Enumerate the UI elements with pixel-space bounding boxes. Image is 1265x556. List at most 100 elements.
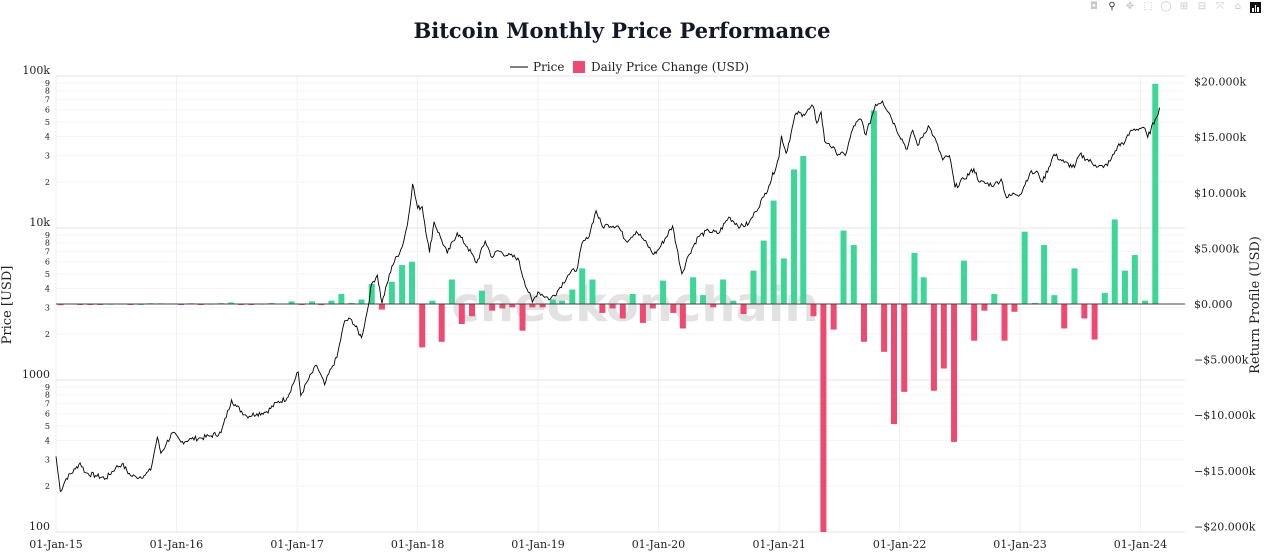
y-left-minor-label: 5: [45, 118, 50, 127]
bar-positive: [1131, 255, 1138, 304]
bar-positive: [870, 110, 877, 304]
bar-negative: [1091, 304, 1098, 340]
bar-negative: [881, 304, 888, 352]
pan-icon[interactable]: ✥: [1125, 1, 1135, 12]
bar-negative: [649, 304, 656, 309]
bar-negative: [951, 304, 958, 442]
bar-negative: [810, 304, 817, 317]
y-left-minor-label: 9: [45, 231, 50, 240]
bar-negative: [419, 304, 426, 348]
y-left-minor-label: 9: [45, 79, 50, 88]
y-left-minor-label: 8: [45, 391, 50, 400]
bar-positive: [559, 300, 566, 304]
bar-negative: [820, 304, 827, 532]
bar-positive: [338, 293, 345, 304]
bar-positive: [760, 240, 767, 304]
zoom-icon[interactable]: ⚲: [1108, 1, 1116, 12]
y-left-minor-label: 5: [45, 270, 50, 279]
bar-positive: [699, 295, 706, 304]
y-left-minor-label: 2: [45, 178, 50, 187]
bar-series: [57, 83, 1159, 532]
autoscale-icon[interactable]: ⤧: [1216, 1, 1224, 12]
box-select-icon[interactable]: ⬚: [1143, 1, 1153, 12]
y-left-minor-label: 6: [45, 258, 50, 267]
plotly-logo-icon[interactable]: [1250, 1, 1261, 13]
bar-negative: [489, 304, 496, 311]
y-left-minor-label: 7: [45, 248, 50, 257]
bar-positive: [629, 293, 636, 304]
y-left-minor-label: 2: [45, 330, 50, 339]
bar-positive: [780, 258, 787, 304]
bar-positive: [911, 252, 918, 304]
bar-positive: [408, 261, 415, 304]
y-left-minor-label: 4: [45, 284, 50, 293]
bar-positive: [478, 290, 485, 304]
bar-positive: [399, 265, 406, 304]
y-left-minor-label: 8: [45, 87, 50, 96]
zoom-out-icon[interactable]: ⊟: [1197, 1, 1207, 12]
x-tick-label: 01-Jan-24: [1114, 538, 1167, 551]
bar-positive: [309, 301, 316, 304]
bar-positive: [1101, 292, 1108, 304]
x-tick-label: 01-Jan-23: [993, 538, 1046, 551]
bar-positive: [991, 293, 998, 304]
x-axis: 01-Jan-15 01-Jan-16 01-Jan-17 01-Jan-18 01-J…: [29, 538, 1167, 551]
right-y-axis: $20.000k $15.000k $10.000k $5.000k $0.000 −$5…: [1194, 76, 1256, 534]
x-tick-label: 01-Jan-18: [391, 538, 444, 551]
x-tick-label: 01-Jan-15: [29, 538, 82, 551]
y-left-minor-label: 4: [45, 132, 50, 141]
x-tick-label: 01-Jan-21: [752, 538, 805, 551]
reset-axes-icon[interactable]: ⌂: [1234, 1, 1242, 12]
bar-positive: [348, 302, 355, 304]
bar-negative: [860, 304, 867, 342]
bar-positive: [840, 230, 847, 304]
camera-icon[interactable]: ◘: [1090, 1, 1098, 12]
legend-bars-label: Daily Price Change (USD): [591, 60, 749, 74]
legend-price-label: Price: [533, 60, 564, 74]
bar-negative: [1011, 304, 1018, 312]
bar-positive: [1111, 219, 1118, 304]
bar-negative: [529, 304, 536, 308]
y-right-tick-label: −$10.000k: [1194, 409, 1256, 422]
bar-positive: [1152, 83, 1159, 304]
y-left-tick-label: 1000: [22, 368, 50, 381]
y-right-tick-label: $0.000: [1194, 298, 1233, 311]
bar-negative: [378, 304, 385, 310]
bar-negative: [740, 304, 747, 315]
x-tick-label: 01-Jan-22: [873, 538, 926, 551]
bar-negative: [940, 304, 947, 369]
zoom-in-icon[interactable]: ⊞: [1179, 1, 1189, 12]
bar-negative: [971, 304, 978, 341]
bar-negative: [499, 304, 506, 309]
x-tick-label: 01-Jan-17: [270, 538, 323, 551]
y-left-tick-label: 100: [29, 520, 50, 533]
bar-negative: [901, 304, 908, 392]
y-right-tick-label: $20.000k: [1194, 76, 1246, 89]
y-left-minor-label: 7: [45, 400, 50, 409]
bar-positive: [358, 299, 365, 304]
legend[interactable]: Price Daily Price Change (USD): [510, 60, 749, 74]
y-left-minor-label: 9: [45, 383, 50, 392]
bar-negative: [679, 304, 686, 329]
bar-negative: [458, 304, 465, 325]
bar-positive: [1051, 295, 1058, 304]
bar-positive: [448, 279, 455, 304]
bar-positive: [388, 281, 395, 304]
y-left-minor-label: 7: [45, 96, 50, 105]
bar-negative: [710, 304, 717, 308]
bar-negative: [619, 304, 626, 319]
bar-negative: [438, 304, 445, 342]
bar-negative: [599, 304, 606, 313]
bar-positive: [660, 280, 667, 304]
x-tick-label: 01-Jan-20: [632, 538, 685, 551]
bar-positive: [750, 270, 757, 304]
bar-negative: [509, 304, 516, 308]
left-axis-label: Price [USD]: [0, 266, 15, 345]
y-right-tick-label: −$5.000k: [1194, 354, 1249, 367]
bar-negative: [469, 304, 476, 317]
lasso-select-icon[interactable]: ◯: [1160, 1, 1172, 12]
y-right-tick-label: $10.000k: [1194, 187, 1246, 200]
bar-positive: [1142, 300, 1149, 304]
